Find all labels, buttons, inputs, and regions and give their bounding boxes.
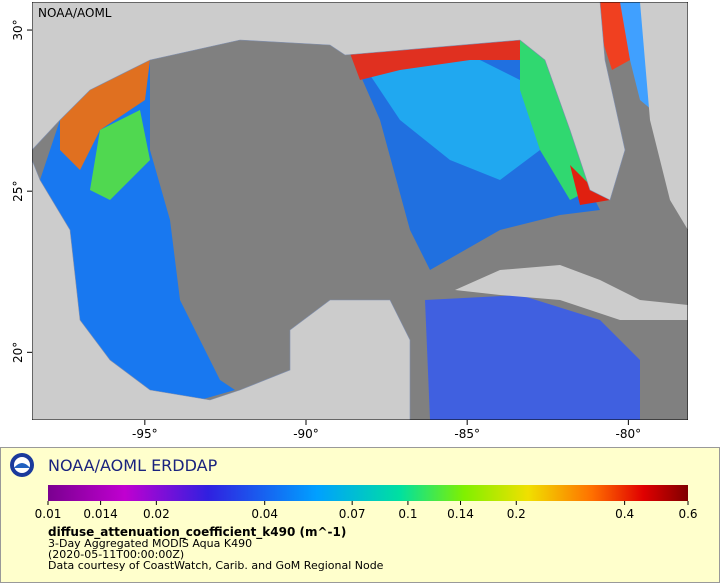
colorbar: [48, 485, 688, 501]
data-patch: [60, 60, 150, 170]
corner-label: NOAA/AOML: [38, 6, 112, 20]
colorbar-tick-label: 0.014: [83, 507, 117, 521]
land: [32, 159, 411, 420]
y-tick-label: 25°: [11, 181, 25, 202]
colorbar-tick-label: 0.4: [615, 507, 634, 521]
legend-line: (2020-05-11T00:00:00Z): [48, 548, 184, 561]
map-area: [32, 2, 688, 420]
colorbar-tick-label: 0.14: [447, 507, 474, 521]
land: [455, 265, 688, 320]
land: [32, 2, 626, 201]
colorbar-tick-label: 0.02: [143, 507, 170, 521]
x-tick-label: -80°: [616, 427, 642, 441]
data-patch: [90, 110, 150, 200]
logo-wave: [14, 463, 30, 468]
colorbar-tick-label: 0.07: [339, 507, 366, 521]
axes: -95° -90° -85° -80° 20° 25° 30°: [11, 19, 641, 441]
data-patch: [425, 295, 640, 420]
colorbar-tick-label: 0.1: [398, 507, 417, 521]
legend-line: Data courtesy of CoastWatch, Carib. and …: [48, 559, 384, 572]
x-tick-label: -85°: [454, 427, 480, 441]
land: [640, 2, 688, 230]
y-tick-label: 20°: [11, 342, 25, 363]
legend-line: 3-Day Aggregated MODIS Aqua K490: [48, 537, 252, 550]
data-patch: [520, 40, 590, 200]
colorbar-tick-label: 0.6: [678, 507, 697, 521]
colorbar-tick-label: 0.01: [35, 507, 62, 521]
legend-title: NOAA/AOML ERDDAP: [48, 456, 218, 475]
colorbar-ticks: 0.01 0.014 0.02 0.04 0.07 0.1 0.14 0.2 0.4 0.6: [35, 501, 698, 521]
colorbar-tick-label: 0.2: [507, 507, 526, 521]
variable-name: diffuse_attenuation_coefficient_k490 (m^…: [48, 525, 346, 540]
legend-lines: 3-Day Aggregated MODIS Aqua K490(2020-05…: [48, 537, 384, 572]
logo: [10, 453, 34, 477]
data-patch: [360, 55, 540, 180]
x-tick-label: -90°: [293, 427, 319, 441]
x-tick-label: -95°: [132, 427, 158, 441]
colorbar-tick-label: 0.04: [251, 507, 278, 521]
y-tick-label: 30°: [11, 19, 25, 40]
